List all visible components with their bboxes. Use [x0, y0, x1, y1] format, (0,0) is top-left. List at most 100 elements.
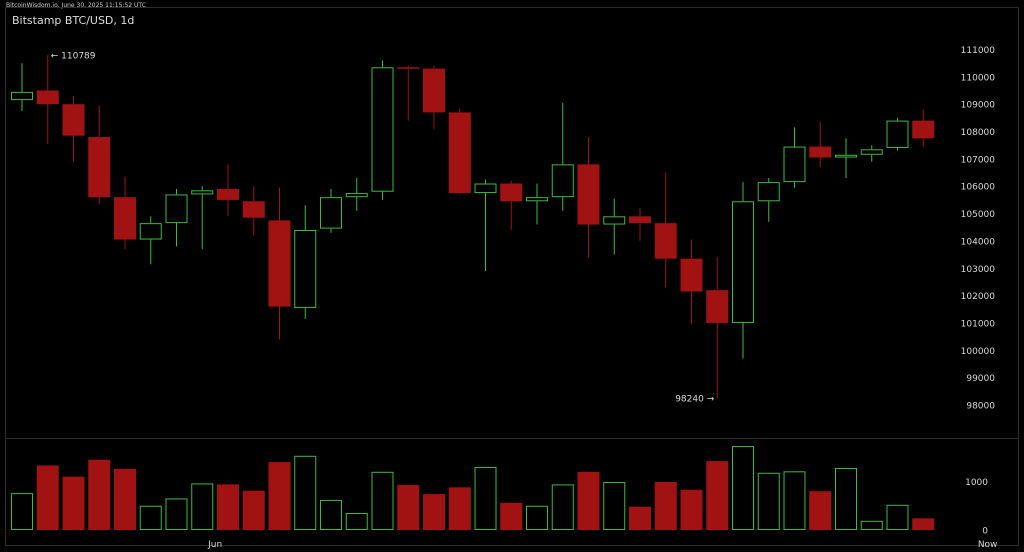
candle-body-up [139, 223, 162, 240]
extreme-price-label: 98240 → [675, 394, 714, 404]
candle-body-down [706, 290, 729, 323]
candle-body-down [114, 197, 136, 240]
candles [11, 55, 935, 399]
time-tick-label: Now [978, 540, 998, 550]
price-tick-label: 100000 [961, 347, 996, 357]
volume-bar [371, 471, 394, 530]
price-tick-label: 110000 [961, 73, 996, 83]
volume-bar [577, 471, 600, 530]
volume-bar [860, 520, 883, 530]
candle-body-down [423, 68, 445, 113]
volume-bar [36, 465, 59, 530]
candle-body-up [345, 193, 368, 198]
candle-body-up [860, 149, 883, 155]
price-tick-label: 104000 [961, 237, 996, 247]
volume-axis: 1000 0 [965, 478, 988, 537]
chart-title: Bitstamp BTC/USD, 1d [12, 14, 135, 27]
candle-body-down [809, 146, 832, 158]
volume-bar [732, 446, 754, 530]
candle-body-up [551, 164, 574, 198]
price-axis: 111000 110000 109000 108000 107000 106000 1050… [961, 46, 996, 412]
volume-bar [397, 484, 420, 530]
candle-body-down [629, 216, 651, 224]
price-tick-label: 101000 [961, 319, 996, 329]
volume-bar [809, 491, 832, 530]
volume-bar [551, 484, 574, 531]
candle-body-down [88, 137, 111, 198]
candle-body-up [294, 229, 317, 308]
candle-body-down [500, 183, 523, 202]
candle-body-down [448, 112, 471, 194]
candle-body-down [912, 120, 935, 139]
volume-bar [757, 472, 780, 530]
volume-bar [242, 490, 265, 530]
candle-body-up [603, 216, 626, 225]
time-tick-label: Jun [207, 540, 222, 550]
price-tick-label: 102000 [961, 292, 996, 302]
volume-bar [11, 493, 33, 531]
candle-body-up [191, 190, 214, 195]
candle-body-up [165, 194, 188, 224]
candle-body-up [320, 197, 342, 229]
volume-bar [88, 459, 111, 530]
volume-bar [423, 494, 445, 530]
volume-bar [912, 518, 935, 530]
volume-bar [629, 506, 651, 530]
volume-bar [680, 489, 703, 530]
volume-bar [139, 505, 162, 530]
candle-body-down [217, 188, 239, 200]
price-tick-label: 109000 [961, 101, 996, 111]
candle-body-up [474, 183, 497, 194]
candle-body-up [732, 201, 754, 323]
price-tick-label: 98000 [966, 402, 995, 412]
volume-bar [835, 467, 857, 531]
price-tick-label: 99000 [966, 374, 995, 384]
volume-bar [294, 455, 317, 531]
candle-body-down [242, 201, 265, 218]
volume-bar [526, 505, 548, 530]
volume-bar [474, 466, 497, 531]
volume-bar [345, 513, 368, 531]
volume-bar [320, 499, 342, 530]
candle-body-down [397, 67, 420, 69]
volume-bar [217, 484, 239, 530]
volume-bar [268, 462, 291, 530]
candle-body-down [268, 220, 291, 307]
candle-body-up [835, 154, 857, 158]
volume-bar [500, 502, 523, 530]
price-tick-label: 108000 [961, 128, 996, 138]
volume-bar [783, 471, 806, 531]
price-tick-label: 107000 [961, 155, 996, 165]
volume-bar [62, 476, 85, 530]
candle-body-down [36, 90, 59, 105]
price-tick-label: 103000 [961, 265, 996, 275]
volume-bars [11, 446, 935, 531]
price-tick-label: 105000 [961, 210, 996, 220]
extreme-price-label: ← 110789 [51, 51, 96, 61]
candle-body-down [680, 258, 703, 292]
volume-bar [886, 504, 909, 530]
price-annotations: ← 110789 98240 → [51, 51, 715, 404]
candle-body-up [526, 197, 548, 202]
candle-body-up [886, 120, 909, 148]
candle-body-up [11, 91, 33, 101]
volume-bar [191, 483, 214, 531]
volume-bar [706, 461, 729, 530]
candle-body-down [577, 164, 600, 225]
chart-border [5, 7, 1019, 546]
volume-bar [448, 487, 471, 530]
source-timestamp: BitcoinWisdom.io, June 30, 2025 11:15:52… [6, 2, 146, 9]
volume-tick-label: 0 [982, 527, 988, 537]
volume-bar [165, 498, 188, 531]
candle-body-up [371, 67, 394, 192]
price-tick-label: 111000 [961, 46, 996, 56]
candle-body-down [62, 104, 85, 136]
volume-bar [603, 481, 626, 530]
candle-body-up [783, 146, 806, 183]
candle-body-up [757, 182, 780, 202]
volume-bar [114, 468, 136, 530]
price-tick-label: 106000 [961, 183, 996, 193]
volume-tick-label: 1000 [965, 478, 988, 488]
